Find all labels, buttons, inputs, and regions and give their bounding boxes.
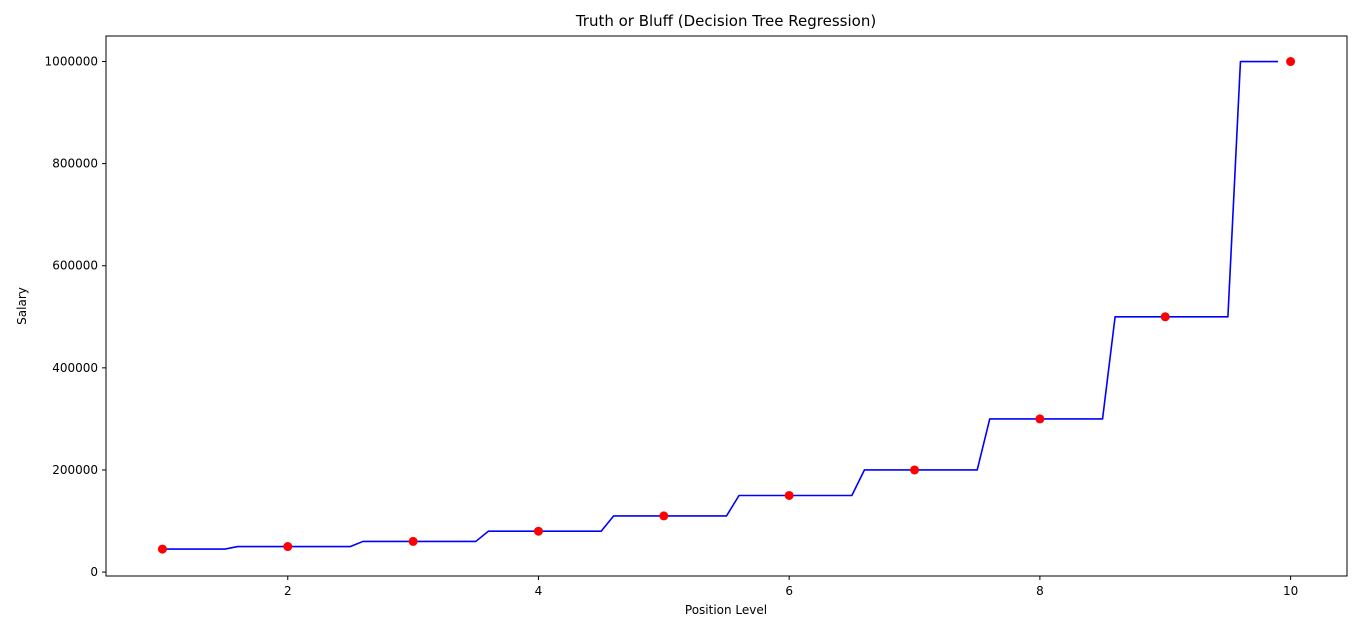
y-tick-label: 0 xyxy=(90,565,98,579)
data-point-9 xyxy=(1160,312,1170,322)
data-point-8 xyxy=(1035,414,1045,424)
data-point-1 xyxy=(157,544,167,554)
series-line-0 xyxy=(162,60,1279,550)
y-tick-label: 600000 xyxy=(52,259,98,273)
plot-area xyxy=(157,57,1296,554)
x-tick-label: 4 xyxy=(535,584,543,598)
y-axis-label: Salary xyxy=(15,287,29,325)
x-tick-label: 10 xyxy=(1283,584,1298,598)
data-point-3 xyxy=(408,536,418,546)
data-point-10 xyxy=(1286,57,1296,67)
x-tick-label: 8 xyxy=(1036,584,1044,598)
x-axis-label: Position Level xyxy=(685,603,767,617)
x-tick-label: 6 xyxy=(785,584,793,598)
y-tick-label: 200000 xyxy=(52,463,98,477)
data-point-7 xyxy=(910,465,920,475)
y-tick-label: 400000 xyxy=(52,361,98,375)
y-tick-label: 1000000 xyxy=(45,55,98,69)
y-tick-label: 800000 xyxy=(52,157,98,171)
data-point-2 xyxy=(283,542,293,552)
data-point-6 xyxy=(784,490,794,500)
axes-frame xyxy=(105,35,1348,577)
data-point-5 xyxy=(659,511,669,521)
axes: 2 4 6 8 10 0 200000 400000 600000 800000 1000000 xyxy=(45,35,1348,598)
chart-title: Truth or Bluff (Decision Tree Regression… xyxy=(575,12,876,30)
x-tick-label: 2 xyxy=(284,584,292,598)
data-point-4 xyxy=(533,526,543,536)
